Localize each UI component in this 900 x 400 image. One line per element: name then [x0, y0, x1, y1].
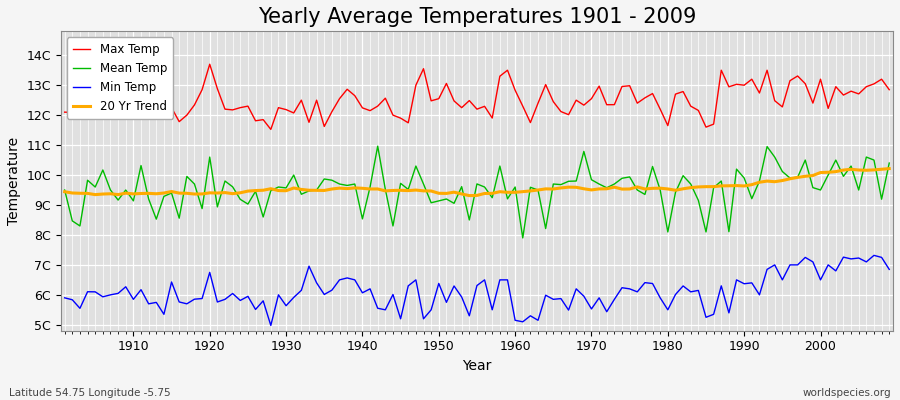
- Mean Temp: [509, 185, 520, 190]
- Mean Temp: [373, 144, 383, 148]
- Min Temp: [518, 319, 528, 324]
- 20 Yr Trend: [509, 190, 520, 195]
- Max Temp: [266, 127, 276, 132]
- 20 Yr Trend: [59, 189, 70, 194]
- Max Temp: [204, 62, 215, 67]
- Min Temp: [342, 276, 353, 280]
- Mean Temp: [525, 185, 535, 190]
- Line: Max Temp: Max Temp: [65, 64, 889, 129]
- Max Temp: [121, 94, 131, 99]
- Mean Temp: [121, 188, 131, 192]
- 20 Yr Trend: [464, 193, 474, 198]
- Mean Temp: [518, 236, 528, 240]
- X-axis label: Year: Year: [463, 359, 491, 373]
- Min Temp: [609, 297, 620, 302]
- Min Temp: [121, 284, 131, 289]
- Max Temp: [303, 120, 314, 125]
- Min Temp: [509, 318, 520, 323]
- Max Temp: [884, 87, 895, 92]
- Min Temp: [868, 253, 879, 258]
- Mean Temp: [334, 182, 345, 186]
- Line: 20 Yr Trend: 20 Yr Trend: [65, 169, 889, 196]
- Mean Temp: [288, 173, 299, 178]
- Line: Mean Temp: Mean Temp: [65, 146, 889, 238]
- Min Temp: [266, 323, 276, 328]
- Max Temp: [59, 110, 70, 114]
- Min Temp: [59, 296, 70, 300]
- 20 Yr Trend: [288, 186, 299, 190]
- Text: worldspecies.org: worldspecies.org: [803, 388, 891, 398]
- Line: Min Temp: Min Temp: [65, 255, 889, 326]
- Min Temp: [884, 267, 895, 272]
- Max Temp: [349, 93, 360, 98]
- Title: Yearly Average Temperatures 1901 - 2009: Yearly Average Temperatures 1901 - 2009: [257, 7, 696, 27]
- 20 Yr Trend: [334, 186, 345, 190]
- Min Temp: [296, 288, 307, 293]
- Y-axis label: Temperature: Temperature: [7, 137, 21, 225]
- Max Temp: [518, 104, 528, 108]
- Mean Temp: [59, 188, 70, 192]
- 20 Yr Trend: [609, 185, 620, 190]
- 20 Yr Trend: [518, 189, 528, 194]
- Mean Temp: [616, 176, 627, 181]
- 20 Yr Trend: [884, 166, 895, 171]
- Legend: Max Temp, Mean Temp, Min Temp, 20 Yr Trend: Max Temp, Mean Temp, Min Temp, 20 Yr Tre…: [67, 37, 173, 119]
- Text: Latitude 54.75 Longitude -5.75: Latitude 54.75 Longitude -5.75: [9, 388, 171, 398]
- Max Temp: [616, 84, 627, 89]
- 20 Yr Trend: [121, 191, 131, 196]
- Max Temp: [525, 120, 535, 125]
- Mean Temp: [884, 161, 895, 166]
